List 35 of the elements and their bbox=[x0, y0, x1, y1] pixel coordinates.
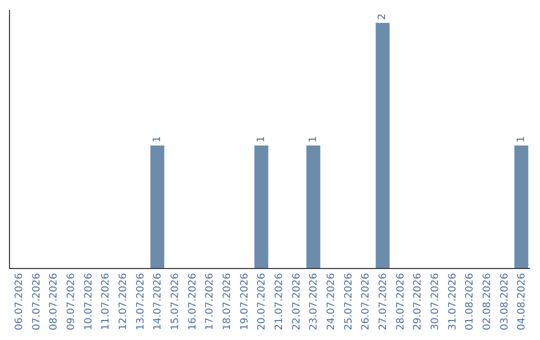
x-tick-label: 21.07.2026 bbox=[274, 273, 285, 330]
x-tick-label: 02.08.2026 bbox=[482, 273, 493, 330]
x-tick-label: 13.07.2026 bbox=[135, 273, 146, 330]
x-tick-label: 25.07.2026 bbox=[343, 273, 354, 330]
x-tick-label: 31.07.2026 bbox=[447, 273, 458, 330]
x-tick-label: 08.07.2026 bbox=[48, 273, 60, 330]
x-tick-label: 14.07.2026 bbox=[152, 273, 164, 330]
x-tick-label: 20.07.2026 bbox=[256, 273, 268, 330]
x-tick-label: 30.07.2026 bbox=[430, 273, 441, 330]
x-tick-label: 18.07.2026 bbox=[222, 273, 233, 330]
x-tick-label: 06.07.2026 bbox=[14, 273, 25, 330]
data-label: 1 bbox=[516, 136, 527, 142]
data-label: 1 bbox=[256, 136, 267, 142]
x-tick-label: 24.07.2026 bbox=[326, 273, 337, 330]
x-tick-label: 27.07.2026 bbox=[378, 273, 389, 330]
x-tick-label: 10.07.2026 bbox=[83, 273, 94, 330]
x-tick-label: 04.08.2026 bbox=[516, 273, 528, 330]
x-tick-label: 01.08.2026 bbox=[464, 273, 476, 330]
data-label: 1 bbox=[152, 136, 163, 142]
x-tick-label: 03.08.2026 bbox=[499, 273, 510, 330]
x-tick-label: 28.07.2026 bbox=[395, 273, 406, 330]
x-tick-label: 23.07.2026 bbox=[308, 273, 320, 330]
x-tick-label: 29.07.2026 bbox=[412, 273, 424, 330]
x-tick-label: 22.07.2026 bbox=[291, 273, 302, 330]
x-tick-label: 09.07.2026 bbox=[66, 273, 77, 330]
data-label: 1 bbox=[308, 136, 319, 142]
x-tick-label: 19.07.2026 bbox=[239, 273, 250, 330]
x-tick-label: 07.07.2026 bbox=[31, 273, 42, 330]
x-tick-label: 16.07.2026 bbox=[187, 273, 198, 330]
x-tick-label: 26.07.2026 bbox=[360, 273, 372, 330]
x-tick-label: 17.07.2026 bbox=[204, 273, 216, 330]
x-tick-label: 12.07.2026 bbox=[118, 273, 129, 330]
x-tick-label: 15.07.2026 bbox=[170, 273, 181, 330]
data-label: 2 bbox=[377, 14, 388, 20]
x-tick-label: 11.07.2026 bbox=[100, 273, 112, 330]
